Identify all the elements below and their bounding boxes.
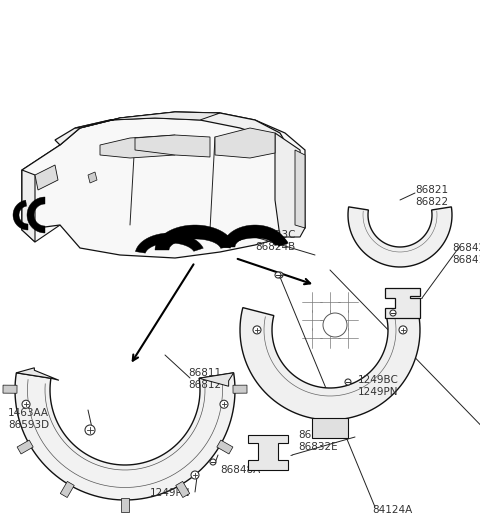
Text: 86831D
86832E: 86831D 86832E — [298, 430, 339, 452]
Circle shape — [191, 471, 199, 479]
Polygon shape — [217, 440, 233, 454]
Polygon shape — [15, 373, 235, 500]
Polygon shape — [100, 135, 175, 158]
Polygon shape — [22, 145, 60, 242]
Polygon shape — [223, 225, 287, 247]
Polygon shape — [17, 440, 33, 454]
Polygon shape — [135, 135, 210, 157]
Polygon shape — [295, 150, 305, 228]
Polygon shape — [312, 418, 348, 438]
Circle shape — [399, 326, 407, 334]
Circle shape — [85, 425, 95, 435]
Polygon shape — [385, 288, 420, 318]
Polygon shape — [275, 133, 305, 237]
Circle shape — [390, 310, 396, 316]
Polygon shape — [240, 308, 420, 420]
Circle shape — [220, 400, 228, 408]
Polygon shape — [55, 112, 290, 150]
Text: 84124A: 84124A — [372, 505, 412, 515]
Polygon shape — [3, 385, 17, 393]
Polygon shape — [348, 207, 452, 267]
Circle shape — [210, 459, 216, 465]
Polygon shape — [35, 165, 58, 190]
Polygon shape — [176, 481, 190, 497]
Polygon shape — [220, 228, 288, 248]
Text: 86811
86812: 86811 86812 — [188, 368, 221, 391]
Polygon shape — [22, 112, 305, 258]
Polygon shape — [215, 128, 275, 158]
Circle shape — [277, 272, 283, 278]
Circle shape — [22, 400, 30, 408]
Circle shape — [345, 379, 351, 385]
Polygon shape — [27, 197, 45, 233]
Polygon shape — [155, 225, 235, 250]
Text: 86848A: 86848A — [220, 465, 260, 475]
Text: 1249BC
1249PN: 1249BC 1249PN — [358, 375, 399, 397]
Polygon shape — [233, 385, 247, 393]
Polygon shape — [22, 170, 35, 242]
Text: 86821
86822: 86821 86822 — [415, 185, 448, 208]
Polygon shape — [75, 112, 220, 128]
Text: 1249PN: 1249PN — [150, 488, 191, 498]
Polygon shape — [248, 435, 288, 470]
Circle shape — [323, 313, 347, 337]
Polygon shape — [13, 200, 28, 230]
Polygon shape — [60, 481, 74, 497]
Polygon shape — [16, 368, 59, 380]
Text: 86842
86841H: 86842 86841H — [452, 243, 480, 266]
Polygon shape — [121, 498, 129, 512]
Text: 1463AA
86593D: 1463AA 86593D — [8, 408, 49, 431]
Text: 86823C
86824B: 86823C 86824B — [255, 230, 296, 252]
Polygon shape — [135, 233, 204, 253]
Polygon shape — [199, 373, 234, 386]
Circle shape — [275, 272, 281, 278]
Polygon shape — [88, 172, 97, 183]
Circle shape — [253, 326, 261, 334]
